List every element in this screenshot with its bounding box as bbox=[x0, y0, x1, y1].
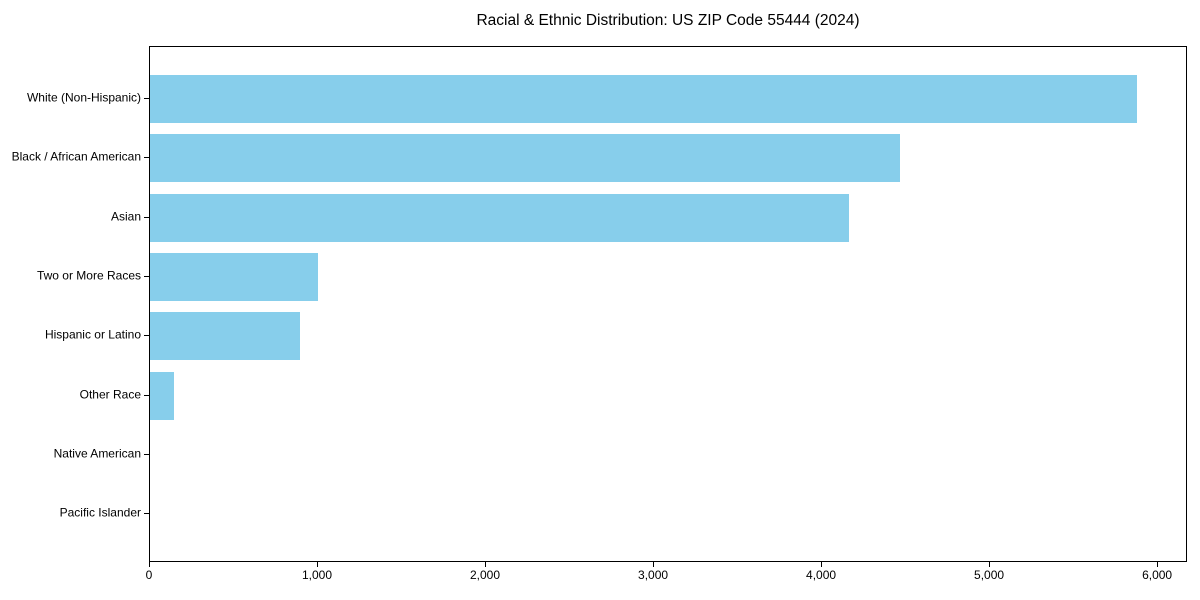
y-axis-label: White (Non-Hispanic) bbox=[26, 90, 141, 105]
x-axis-tick bbox=[149, 562, 150, 567]
y-axis-label: Pacific Islander bbox=[59, 505, 141, 520]
x-axis-tick bbox=[1157, 562, 1159, 567]
x-axis-tick-label: 1,000 bbox=[301, 568, 333, 582]
bar bbox=[150, 193, 849, 242]
y-axis-label: Hispanic or Latino bbox=[44, 327, 141, 342]
y-axis-tick bbox=[144, 275, 149, 277]
x-axis-tick bbox=[485, 562, 487, 567]
x-axis-tick-label: 4,000 bbox=[806, 568, 837, 582]
x-axis-tick-label: 0 bbox=[145, 568, 153, 582]
y-axis-tick bbox=[144, 513, 149, 515]
x-axis-tick-label: 3,000 bbox=[638, 568, 669, 582]
y-axis-tick bbox=[144, 394, 149, 396]
bar bbox=[150, 312, 300, 361]
bar bbox=[150, 75, 1137, 123]
y-axis-tick bbox=[144, 453, 149, 455]
x-axis-tick bbox=[317, 562, 318, 567]
plot-area bbox=[149, 46, 1187, 562]
x-axis-tick-label: 5,000 bbox=[974, 568, 1005, 582]
x-axis-tick-label: 6,000 bbox=[1142, 568, 1173, 582]
y-axis-label: Other Race bbox=[79, 387, 141, 401]
bar bbox=[150, 134, 900, 183]
bar bbox=[150, 252, 318, 301]
y-axis-tick bbox=[144, 98, 149, 99]
y-axis-label: Asian bbox=[110, 209, 141, 224]
x-axis-tick-label: 2,000 bbox=[470, 568, 501, 582]
x-axis-tick bbox=[989, 562, 991, 567]
y-axis: White (Non-Hispanic) Black / African Amer… bbox=[0, 46, 141, 562]
y-axis-label: Black / African American bbox=[11, 149, 141, 164]
y-axis-label: Native American bbox=[53, 446, 141, 461]
y-axis-tick bbox=[144, 157, 149, 159]
y-axis-tick bbox=[144, 216, 149, 218]
y-axis-label: Two or More Races bbox=[36, 268, 141, 283]
y-axis-tick bbox=[144, 335, 149, 337]
x-axis-tick bbox=[653, 562, 655, 567]
chart-title: Racial & Ethnic Distribution: US ZIP Cod… bbox=[476, 12, 860, 29]
bar bbox=[150, 371, 174, 420]
x-axis-tick bbox=[821, 562, 823, 567]
